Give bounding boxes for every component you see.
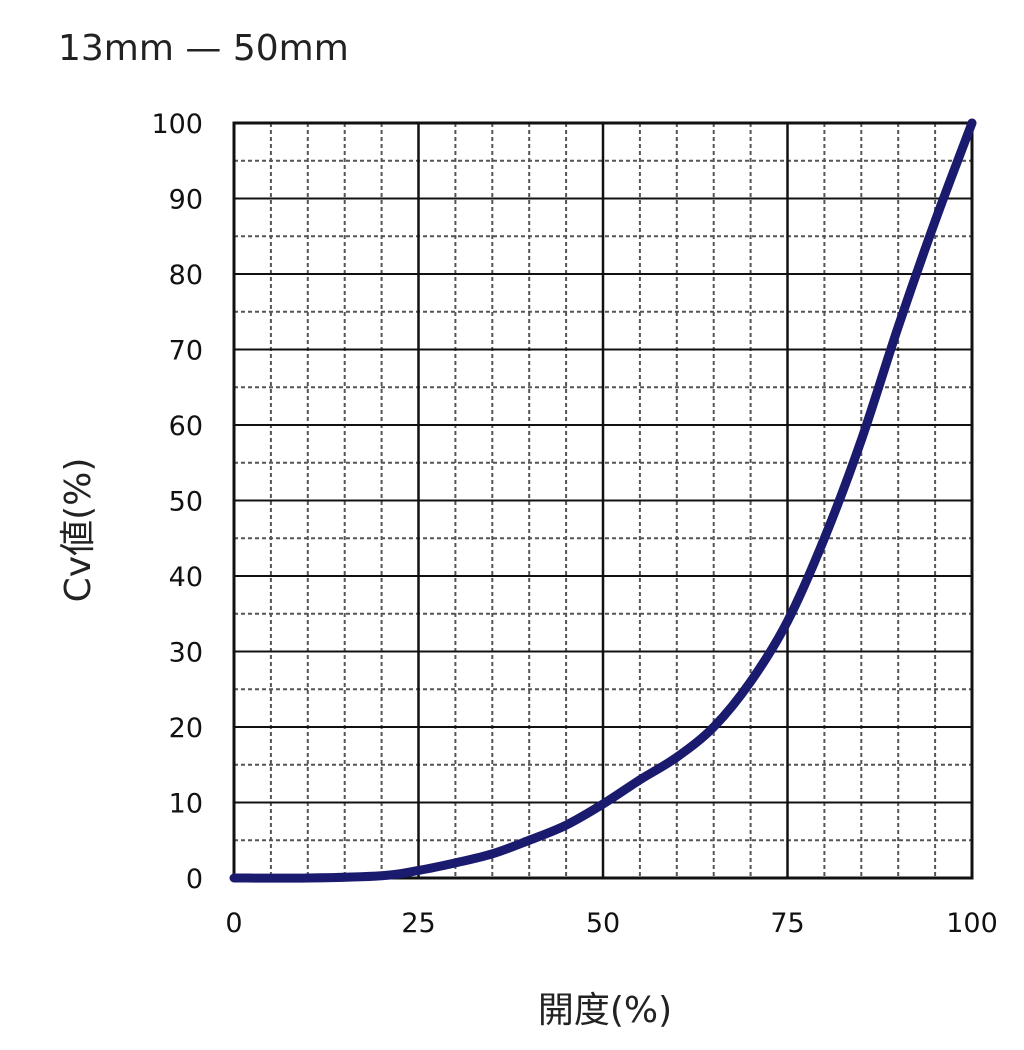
y-tick-label: 70 — [169, 336, 203, 367]
plot-frame — [232, 121, 974, 880]
y-tick-label: 50 — [169, 487, 203, 518]
y-tick-label: 60 — [169, 411, 203, 442]
y-tick-label: 100 — [151, 109, 203, 140]
grid — [232, 121, 974, 880]
y-axis-label: Cv値(%) — [58, 458, 99, 603]
x-tick-label: 50 — [586, 908, 620, 939]
chart-title: 13mm — 50mm — [58, 28, 349, 69]
x-tick-label: 0 — [225, 908, 242, 939]
y-tick-label: 30 — [169, 638, 203, 669]
y-tick-label: 10 — [169, 789, 203, 820]
series-layer — [229, 118, 977, 883]
x-tick-label: 100 — [946, 908, 998, 939]
x-tick-labels: 0 25 50 75 100 — [225, 908, 997, 939]
y-tick-label: 40 — [169, 562, 203, 593]
y-tick-label: 90 — [169, 185, 203, 216]
y-tick-labels: 0 10 20 30 40 50 60 70 80 90 100 — [151, 109, 203, 895]
x-tick-label: 75 — [770, 908, 804, 939]
x-axis-label: 開度(%) — [538, 990, 672, 1031]
y-tick-label: 80 — [169, 260, 203, 291]
x-tick-label: 25 — [401, 908, 435, 939]
series-line — [229, 118, 977, 883]
y-tick-label: 20 — [169, 713, 203, 744]
y-tick-label: 0 — [186, 864, 203, 895]
